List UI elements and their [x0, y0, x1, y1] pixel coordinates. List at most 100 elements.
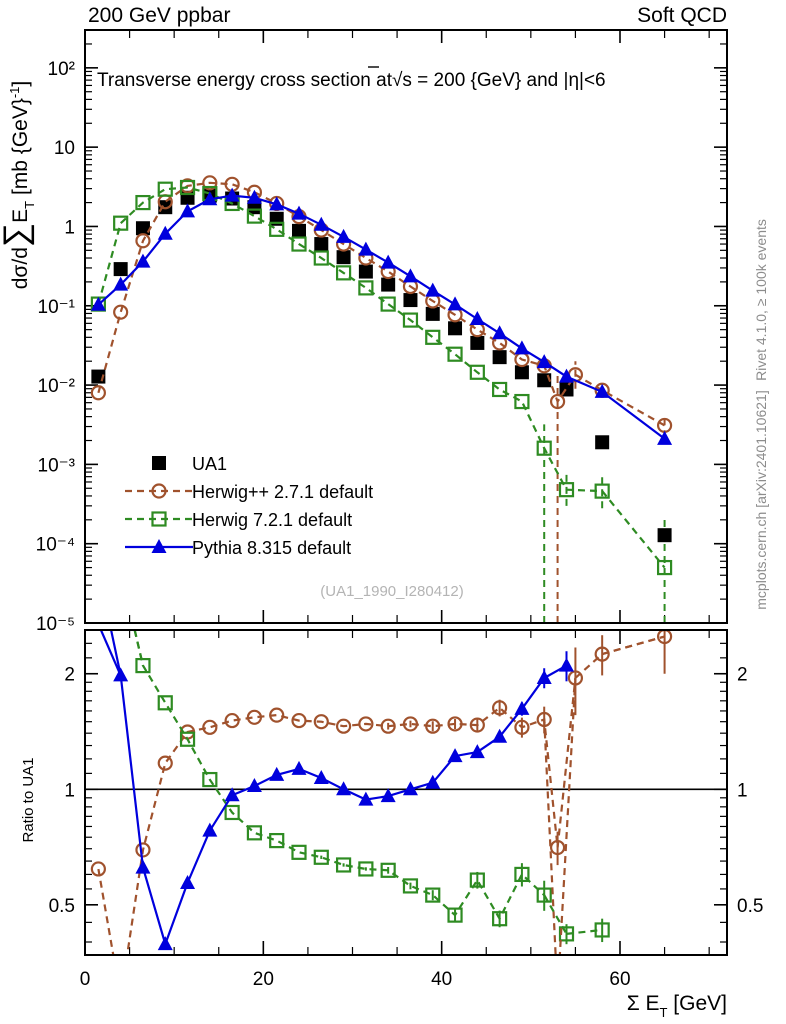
marker-square-open	[179, 731, 196, 747]
marker-circle	[567, 670, 584, 686]
marker-square-open	[358, 280, 374, 296]
marker-triangle	[514, 700, 530, 715]
marker-triangle	[90, 296, 106, 311]
side-text-rivet: Rivet 4.1.0, ≥ 100k events	[753, 219, 769, 381]
marker-square	[492, 350, 507, 365]
marker-triangle	[180, 203, 196, 218]
marker-square	[113, 262, 128, 277]
marker-square-open	[202, 771, 218, 788]
ratio-series-pythia-tail	[492, 651, 574, 743]
marker-circle	[425, 718, 441, 734]
ratio-series-herwig7-tail	[558, 918, 610, 945]
y-tick-label: 10⁻²	[38, 376, 76, 397]
marker-triangle	[514, 340, 530, 355]
x-tick-label: 0	[80, 969, 91, 990]
marker-square-open	[447, 907, 463, 923]
marker-square	[595, 435, 610, 450]
marker-square-open	[313, 250, 329, 266]
ratio-connector-pythia	[476, 735, 501, 753]
marker-triangle	[402, 781, 418, 796]
marker-circle	[335, 718, 352, 734]
marker-triangle	[224, 787, 240, 802]
ratio-tick-label-left: 0.5	[49, 896, 75, 917]
series-line	[97, 186, 666, 569]
marker-triangle	[202, 191, 218, 206]
marker-triangle	[536, 669, 552, 684]
marker-square	[470, 335, 485, 350]
marker-square-open	[335, 857, 352, 873]
marker-circle	[492, 700, 508, 716]
series-line	[110, 631, 478, 948]
marker-square	[152, 456, 166, 470]
plot-frames: 10² 10 1 10⁻¹ 10⁻² 10⁻³ 10⁻⁴ 10⁻⁵	[36, 29, 728, 956]
marker-square-open	[558, 482, 575, 498]
marker-square	[514, 365, 529, 380]
marker-circle	[656, 631, 673, 645]
marker-triangle	[224, 187, 240, 202]
marker-square-open	[492, 381, 508, 398]
ratio-entry-pythia	[100, 631, 122, 676]
marker-square	[292, 223, 306, 238]
y-tick-label: 10⁻⁴	[36, 535, 75, 556]
y-tick-label: 10⁻¹	[38, 297, 76, 318]
x-tick-label: 40	[431, 969, 452, 990]
marker-circle	[135, 842, 151, 858]
main-x-ticks	[84, 30, 710, 623]
marker-square-open	[157, 181, 173, 197]
marker-square-open	[157, 695, 173, 711]
ratio-tick-label-right: 2	[737, 665, 748, 686]
y-tick-label: 10⁻⁵	[36, 614, 75, 635]
marker-triangle	[657, 430, 673, 445]
legend-label-pythia: Pythia 8.315 default	[192, 538, 351, 558]
series-line	[97, 194, 666, 440]
ratio-series-herwig7	[133, 631, 552, 928]
marker-triangle	[594, 383, 610, 398]
marker-square-open	[594, 922, 610, 938]
marker-square-open	[269, 832, 285, 849]
marker-triangle	[313, 769, 329, 784]
marker-square-open	[380, 296, 396, 312]
marker-circle	[135, 233, 151, 249]
marker-square-open	[469, 364, 485, 380]
marker-square-open	[536, 440, 552, 456]
marker-circle	[202, 719, 218, 735]
marker-square	[314, 237, 329, 252]
marker-triangle	[358, 791, 374, 806]
series-pythia	[90, 187, 673, 445]
marker-triangle	[559, 657, 574, 672]
marker-triangle	[447, 748, 463, 763]
legend-label-data: UA1	[192, 454, 227, 474]
marker-triangle	[536, 354, 552, 369]
ratio-series-pythia	[110, 631, 485, 951]
marker-square-open	[492, 911, 508, 927]
marker-square	[448, 321, 463, 336]
y-tick-label: 10²	[48, 59, 75, 80]
marker-square-open	[179, 179, 196, 196]
main-panel-frame	[84, 29, 728, 624]
side-text-mcplots: mcplots.cern.ch [arXiv:2401.10621]	[753, 390, 769, 609]
marker-triangle	[358, 241, 374, 256]
marker-triangle	[135, 859, 151, 874]
marker-circle	[291, 712, 307, 729]
marker-circle	[447, 716, 463, 732]
y-tick-label: 10	[54, 138, 75, 159]
marker-triangle	[151, 539, 167, 553]
marker-square-open	[224, 804, 240, 821]
marker-circle	[549, 393, 566, 410]
marker-circle	[469, 717, 485, 733]
marker-square-open	[425, 887, 441, 903]
ratio-panel-frame	[84, 629, 728, 956]
marker-triangle	[246, 189, 262, 204]
marker-square-open	[380, 862, 396, 878]
ratio-panel-data	[90, 631, 673, 954]
marker-square-open	[246, 825, 263, 841]
marker-square-open	[514, 866, 530, 883]
x-tick-label: 20	[253, 969, 274, 990]
ratio-entry-herwig7	[133, 631, 145, 666]
plot-title: Transverse energy cross section at√s = 2…	[97, 70, 606, 91]
ratio-x-axis: 0 20 40 60	[80, 630, 710, 990]
marker-circle	[90, 861, 106, 877]
series-data	[91, 188, 672, 543]
marker-triangle	[269, 196, 285, 211]
